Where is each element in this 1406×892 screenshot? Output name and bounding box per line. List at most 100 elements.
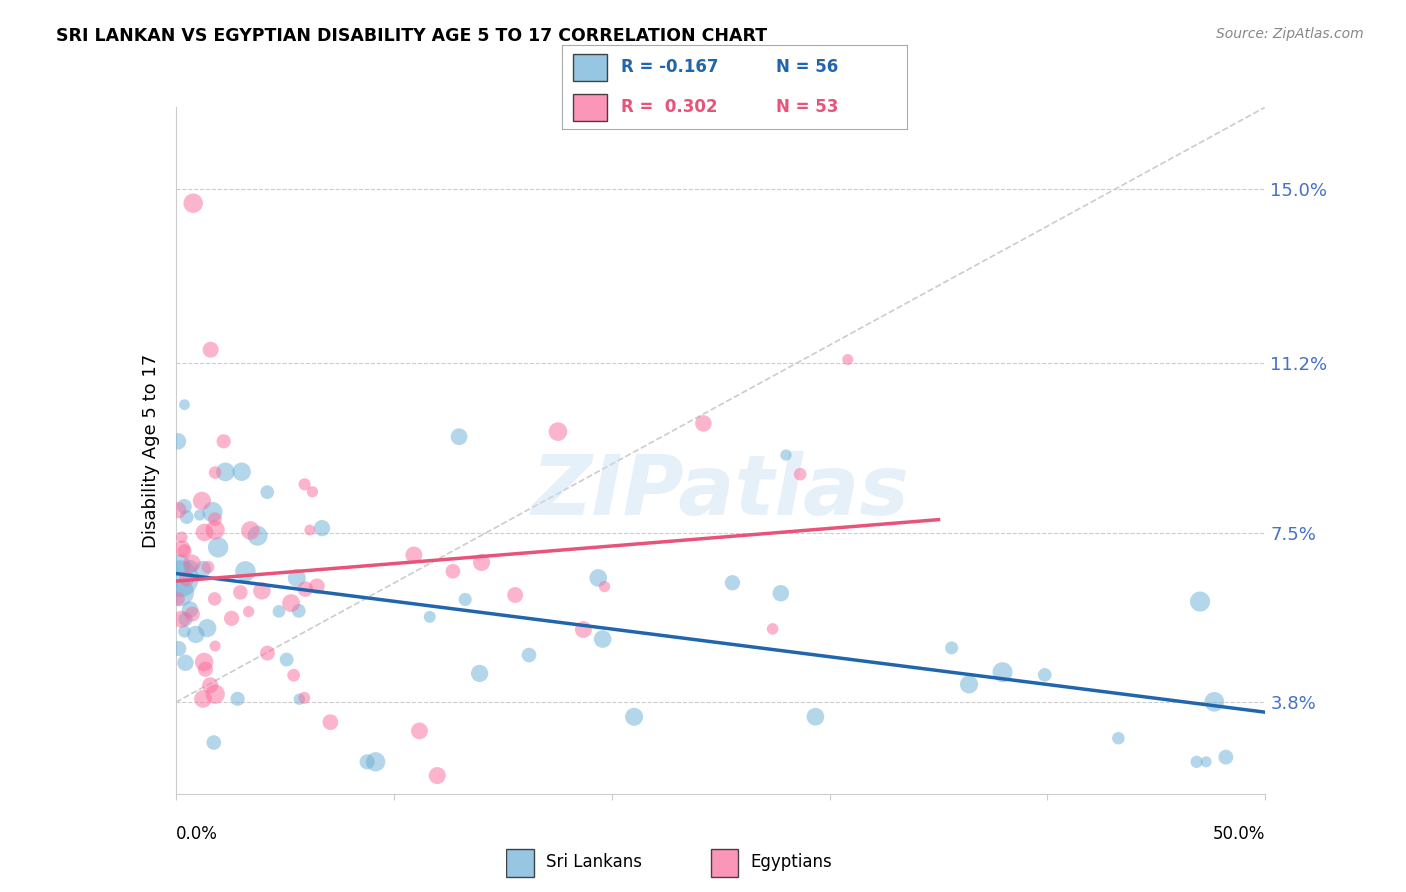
Point [193,655,215,669]
Point [1215,750,1237,764]
Point [311,521,333,535]
Point [181,556,204,570]
Point [229,585,252,599]
Point [197,560,219,574]
Point [239,524,262,538]
Text: R = -0.167: R = -0.167 [621,59,718,77]
Point [623,710,645,724]
Point [256,485,278,500]
Point [957,677,980,691]
Y-axis label: Disability Age 5 to 17: Disability Age 5 to 17 [142,353,160,548]
Point [246,529,269,543]
Point [238,605,260,619]
Point [294,582,316,596]
Text: SRI LANKAN VS EGYPTIAN DISABILITY AGE 5 TO 17 CORRELATION CHART: SRI LANKAN VS EGYPTIAN DISABILITY AGE 5 … [56,27,768,45]
Point [173,500,195,514]
Point [202,735,225,749]
Point [572,623,595,637]
Point [292,690,315,705]
Point [170,612,193,626]
Text: N = 53: N = 53 [776,98,838,116]
Point [207,541,229,555]
Point [586,571,609,585]
Point [204,591,226,606]
Point [180,560,202,574]
Point [288,604,311,618]
Point [364,755,387,769]
Point [1189,594,1212,608]
Point [837,352,859,367]
Point [181,196,204,211]
Point [176,572,198,586]
Point [547,425,569,439]
FancyBboxPatch shape [506,849,534,877]
Point [167,591,190,606]
Point [593,580,616,594]
Point [200,678,222,692]
Point [226,691,249,706]
Point [592,632,614,646]
Point [195,621,218,635]
Point [804,709,827,723]
Point [176,510,198,524]
Point [1107,731,1129,746]
Point [173,624,195,639]
Point [285,571,308,585]
Point [188,508,211,522]
Point [191,562,214,576]
Point [298,523,321,537]
Point [179,602,201,616]
Point [468,666,491,681]
Point [1195,755,1218,769]
Point [283,668,305,682]
Point [169,572,191,586]
Point [204,523,226,537]
Point [221,611,243,625]
Point [194,662,217,676]
Point [167,503,190,517]
FancyBboxPatch shape [572,54,607,81]
Point [305,579,328,593]
Point [191,493,214,508]
FancyBboxPatch shape [711,849,738,877]
Point [256,646,278,660]
Point [402,548,425,562]
Point [181,607,204,621]
Point [204,687,226,701]
Point [204,639,226,653]
Text: 50.0%: 50.0% [1213,825,1265,843]
Point [721,575,744,590]
Point [294,477,316,491]
Point [267,604,290,618]
Point [204,466,226,480]
Point [204,512,226,526]
Point [426,768,449,782]
Point [503,588,526,602]
Point [441,564,464,578]
Point [200,343,222,357]
Text: N = 56: N = 56 [776,59,838,77]
Point [408,723,430,738]
Text: Egyptians: Egyptians [751,853,832,871]
Point [276,652,298,666]
Point [231,465,253,479]
Point [517,648,540,662]
Point [419,610,441,624]
Point [356,755,378,769]
Point [169,558,191,572]
Point [250,583,273,598]
Point [1204,695,1226,709]
Point [191,692,214,706]
Point [470,556,492,570]
Point [173,398,195,412]
Point [214,465,236,479]
Point [169,585,191,599]
Text: ZIPatlas: ZIPatlas [531,451,910,533]
Point [789,467,811,482]
Point [301,484,323,499]
Point [1033,668,1056,682]
Point [769,586,792,600]
Point [212,434,235,449]
Point [173,544,195,558]
Point [288,692,311,706]
